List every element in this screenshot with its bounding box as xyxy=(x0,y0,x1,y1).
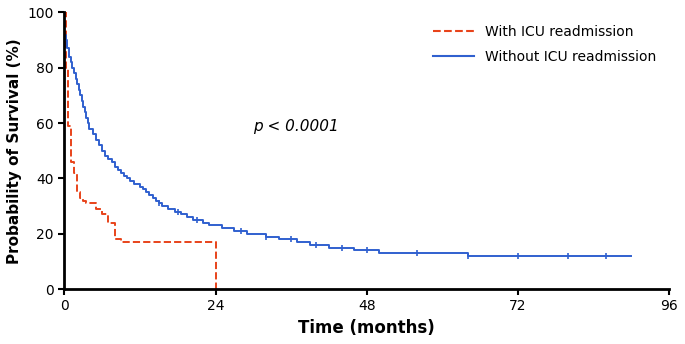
Without ICU readmission xyxy=(464,254,472,258)
Without ICU readmission xyxy=(123,174,132,178)
With ICU readmission xyxy=(212,287,220,291)
Y-axis label: Probability of Survival (%): Probability of Survival (%) xyxy=(7,38,22,264)
Legend: With ICU readmission, Without ICU readmission: With ICU readmission, Without ICU readmi… xyxy=(427,19,662,69)
Text: p < 0.0001: p < 0.0001 xyxy=(253,119,339,135)
Line: Without ICU readmission: Without ICU readmission xyxy=(64,35,632,256)
With ICU readmission xyxy=(142,240,150,244)
With ICU readmission xyxy=(129,240,138,244)
With ICU readmission xyxy=(60,10,68,14)
Line: With ICU readmission: With ICU readmission xyxy=(64,12,216,289)
Without ICU readmission xyxy=(70,66,78,70)
Without ICU readmission xyxy=(344,246,352,250)
Without ICU readmission xyxy=(256,232,264,236)
Without ICU readmission xyxy=(60,33,68,37)
With ICU readmission xyxy=(76,196,84,200)
With ICU readmission xyxy=(98,207,106,211)
With ICU readmission xyxy=(192,240,201,244)
Without ICU readmission xyxy=(66,60,75,64)
Without ICU readmission xyxy=(627,254,636,258)
With ICU readmission xyxy=(79,198,87,203)
X-axis label: Time (months): Time (months) xyxy=(299,319,435,337)
Without ICU readmission xyxy=(79,105,87,109)
